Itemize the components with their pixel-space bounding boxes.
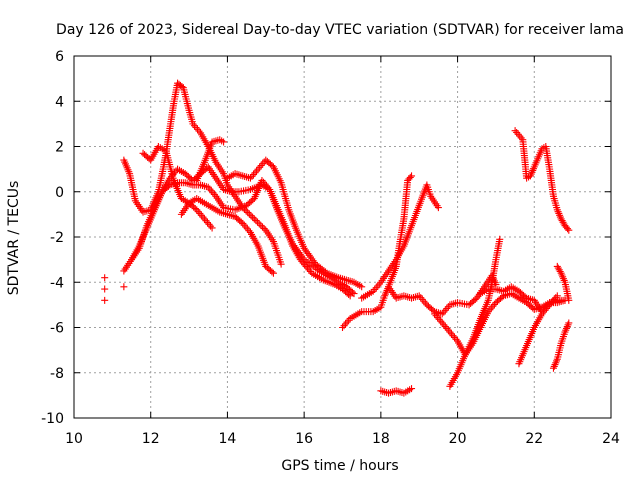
x-tick-label: 12 [142,431,160,447]
series-trace-9 [358,181,442,302]
grid [74,56,611,418]
y-tick-label: -6 [50,321,64,337]
chart-title: Day 126 of 2023, Sidereal Day-to-day VTE… [56,22,624,38]
x-tick-label: 24 [602,431,620,447]
y-tick-label: 0 [55,185,64,201]
y-tick-label: 2 [55,140,64,156]
series-trace-6 [223,156,366,291]
series-trace-2 [120,163,354,300]
y-axis-label: SDTVAR / TECUs [6,181,22,296]
series-trace-5 [193,136,228,184]
x-axis-label: GPS time / hours [281,458,398,474]
series-trace-4 [139,143,216,232]
y-tick-label: -4 [50,275,64,291]
x-tick-label: 14 [219,431,237,447]
x-tick-label: 10 [65,431,83,447]
y-tick-label: 6 [55,49,64,65]
series-trace-7 [177,195,277,277]
x-tick-label: 18 [372,431,390,447]
y-tick-label: -8 [50,366,64,382]
series-trace-12 [431,290,569,359]
y-tick-label: -10 [41,411,64,427]
plot-frame [73,55,612,419]
series-trace-16 [511,127,573,234]
series-trace-18 [553,262,573,304]
series-trace-17 [549,319,573,372]
x-tick-label: 16 [295,431,313,447]
series-trace-15 [515,292,561,368]
x-tick-label: 22 [525,431,543,447]
x-tick-label: 20 [449,431,467,447]
data-points [101,79,573,397]
series-isolated [101,274,128,304]
series-trace-11 [377,385,416,397]
series-trace-13 [446,235,504,390]
y-tick-label: -2 [50,230,64,246]
y-tick-label: 4 [55,94,64,110]
